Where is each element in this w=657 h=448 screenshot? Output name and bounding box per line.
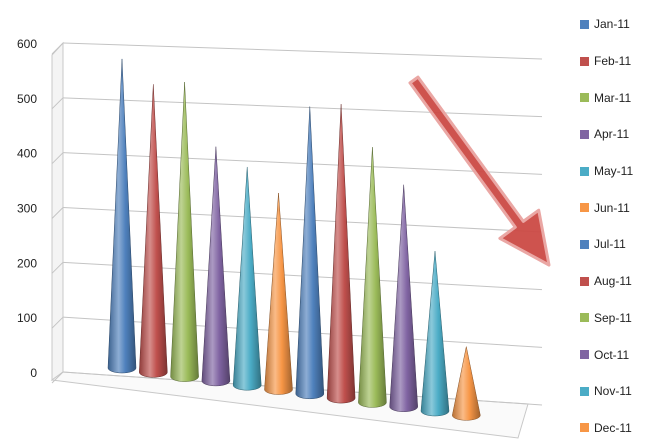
legend-swatch [580, 239, 589, 249]
y-tick-label: 200 [17, 256, 37, 270]
legend: Jan-11 Feb-11 Mar-11 Apr-11 May-11 Jun-11 Jul-… [580, 6, 657, 446]
legend-label: Jan-11 [594, 17, 630, 32]
legend-label: May-11 [594, 164, 634, 179]
y-tick-label: 500 [17, 92, 37, 106]
legend-item: Nov-11 [580, 373, 657, 410]
cone-body [389, 184, 418, 412]
cone-body [358, 147, 387, 408]
gridline [62, 152, 543, 175]
legend-item: Jun-11 [580, 189, 657, 226]
chart-walls [50, 41, 529, 439]
cone-Jul-11 [295, 106, 325, 400]
y-tick-label: 600 [17, 37, 37, 51]
cone-Aug-11 [326, 104, 356, 404]
cone-Feb-11 [139, 84, 168, 378]
cone-Jun-11 [264, 192, 293, 395]
gridline-side [51, 42, 64, 55]
y-tick-label: 300 [17, 202, 37, 216]
legend-label: Nov-11 [594, 384, 632, 399]
red-down-arrow [408, 75, 551, 267]
legend-label: Mar-11 [594, 90, 632, 105]
legend-item: Mar-11 [580, 79, 657, 116]
gridline-side [51, 97, 64, 110]
legend-swatch [580, 166, 589, 176]
y-tick-label: 400 [17, 147, 37, 161]
gridline-side [51, 316, 64, 329]
cone-body [139, 84, 168, 378]
legend-label: Jun-11 [594, 200, 630, 215]
legend-swatch [580, 423, 589, 433]
cone-body [295, 106, 325, 400]
legend-item: Sep-11 [580, 300, 657, 337]
legend-item: May-11 [580, 153, 657, 190]
cone-body [452, 346, 481, 421]
legend-label: Dec-11 [594, 420, 632, 435]
legend-swatch [580, 276, 589, 286]
y-tick-label: 100 [17, 311, 37, 325]
legend-item: Apr-11 [580, 116, 657, 153]
gridline [62, 97, 543, 118]
cone-Nov-11 [420, 251, 450, 417]
gridline-side [51, 207, 64, 219]
gridline [62, 42, 543, 60]
legend-swatch [580, 93, 589, 103]
gridline-side [51, 261, 64, 274]
legend-label: Feb-11 [594, 54, 632, 69]
legend-item: Oct-11 [580, 336, 657, 373]
legend-swatch [580, 129, 589, 139]
cones [107, 58, 481, 421]
legend-label: Aug-11 [594, 274, 632, 289]
legend-swatch [580, 203, 589, 213]
cone-body [232, 166, 262, 391]
legend-item: Feb-11 [580, 43, 657, 80]
legend-item: Jan-11 [580, 6, 657, 43]
trend-arrow [408, 75, 551, 267]
cone-Jan-11 [107, 58, 137, 374]
gridline-side [51, 371, 64, 384]
legend-swatch [580, 350, 589, 360]
cone-body [201, 146, 231, 387]
cone-body [107, 58, 137, 374]
legend-label: Jul-11 [594, 237, 626, 252]
cone-Sep-11 [358, 147, 387, 408]
legend-label: Apr-11 [594, 127, 630, 142]
side-wall [51, 41, 64, 381]
cone-body [264, 192, 293, 395]
legend-label: Oct-11 [594, 347, 630, 362]
gridline-side [51, 152, 64, 165]
cone-Dec-11 [452, 346, 481, 421]
cone-body [420, 251, 450, 417]
y-tick-label: 0 [30, 366, 37, 380]
cone-body [170, 82, 199, 382]
legend-swatch [580, 19, 589, 29]
cone-body [326, 104, 356, 404]
legend-swatch [580, 386, 589, 396]
cone-Mar-11 [170, 82, 199, 382]
gridline [62, 207, 543, 233]
cone-Oct-11 [389, 184, 418, 412]
y-axis: 0 100 200 300 400 500 600 [17, 37, 37, 380]
legend-item: Dec-11 [580, 410, 657, 447]
cone-May-11 [232, 166, 262, 391]
legend-label: Sep-11 [594, 310, 632, 325]
cone-Apr-11 [201, 146, 231, 387]
legend-item: Aug-11 [580, 263, 657, 300]
legend-item: Jul-11 [580, 226, 657, 263]
legend-swatch [580, 313, 589, 323]
legend-swatch [580, 56, 589, 66]
